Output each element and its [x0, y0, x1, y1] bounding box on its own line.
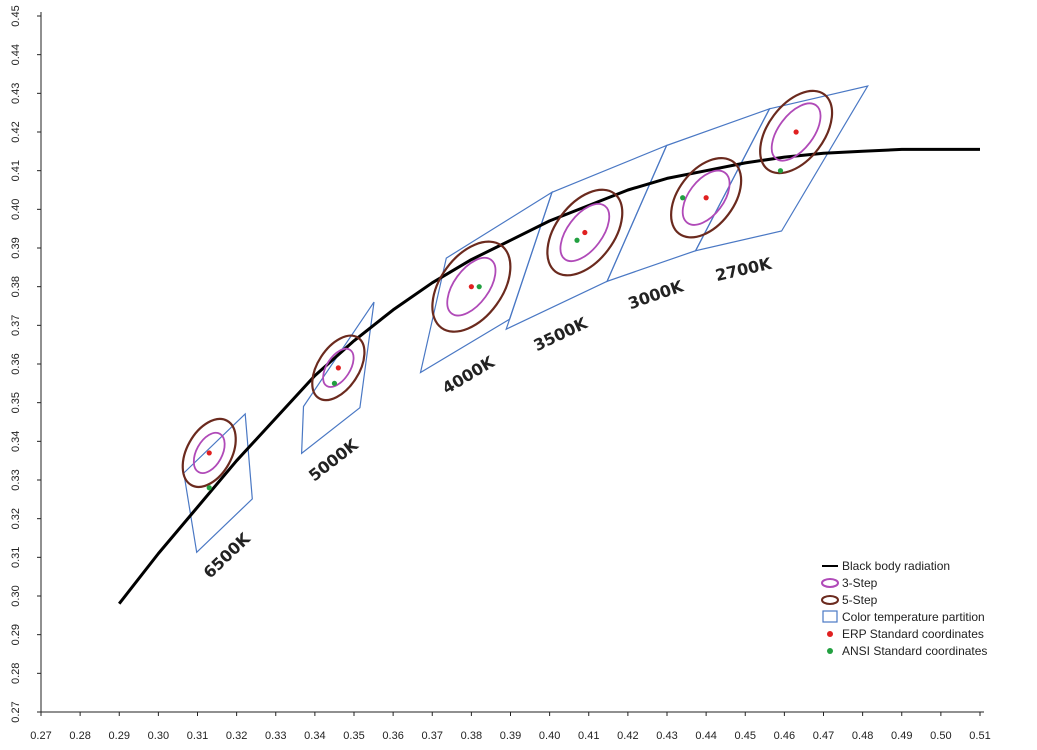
cct-label-6500K: 6500K	[200, 529, 255, 583]
y-tick-label: 0.35	[10, 392, 22, 413]
y-tick-label: 0.27	[10, 701, 22, 722]
x-tick-label: 0.38	[461, 730, 482, 742]
x-tick-label: 0.33	[265, 730, 286, 742]
ansi-point-4000K	[476, 284, 482, 290]
y-tick-label: 0.42	[10, 121, 22, 142]
erp-point-6500K	[206, 450, 212, 456]
step5-ellipse-5000K	[311, 334, 366, 402]
step3-ellipse-4000K	[446, 256, 497, 317]
y-tick-label: 0.37	[10, 315, 22, 336]
ellipse-layer	[181, 89, 834, 489]
step3-ellipse-3500K	[559, 203, 611, 263]
legend: Black body radiation 3-Step 5-Step Color te…	[821, 559, 987, 658]
x-tick-label: 0.49	[891, 730, 912, 742]
x-tick-label: 0.46	[774, 730, 795, 742]
erp-point-2700K	[793, 129, 799, 135]
legend-swatch-step3	[821, 578, 839, 588]
x-tick-label: 0.50	[930, 730, 951, 742]
step3-ellipse-2700K	[770, 102, 822, 162]
legend-label-erp: ERP Standard coordinates	[842, 627, 984, 641]
partition-layer	[183, 85, 869, 554]
blackbody-curve	[118, 147, 980, 605]
x-tick-label: 0.30	[148, 730, 169, 742]
x-tick-label: 0.44	[695, 730, 716, 742]
x-tick-label: 0.37	[422, 730, 443, 742]
y-tick-label: 0.31	[10, 547, 22, 568]
y-tick-label: 0.38	[10, 276, 22, 297]
x-tick-label: 0.51	[969, 730, 990, 742]
partition-quad-5000K	[300, 301, 375, 455]
y-tick-label: 0.34	[10, 431, 22, 452]
legend-label-step5: 5-Step	[842, 593, 878, 607]
step3-ellipse-5000K	[322, 347, 355, 388]
cct-label-3500K: 3500K	[531, 313, 591, 355]
x-tick-label: 0.36	[382, 730, 403, 742]
x-tick-label: 0.40	[539, 730, 560, 742]
erp-point-3500K	[582, 229, 588, 236]
y-tick-label: 0.44	[10, 44, 22, 65]
y-tick-label: 0.28	[10, 663, 22, 684]
erp-point-5000K	[335, 365, 341, 371]
partition-quad-2700K	[694, 85, 869, 252]
y-tick-label: 0.36	[10, 353, 22, 374]
cct-label-3000K: 3000K	[626, 276, 687, 313]
x-tick-label: 0.41	[578, 730, 599, 742]
ansi-point-3500K	[574, 237, 580, 243]
x-tick-label: 0.39	[500, 730, 521, 742]
y-tick-label: 0.33	[10, 469, 22, 490]
y-tick-label: 0.29	[10, 624, 22, 645]
cct-label-2700K: 2700K	[714, 254, 774, 285]
ansi-point-5000K	[331, 380, 338, 386]
ansi-point-3000K	[680, 195, 686, 201]
partition-quad-6500K	[183, 412, 253, 554]
legend-swatch-step5	[821, 595, 839, 605]
x-tick-label: 0.42	[617, 730, 638, 742]
step3-ellipse-3000K	[681, 169, 731, 226]
legend-swatch-partition	[822, 610, 838, 623]
erp-point-4000K	[468, 284, 474, 290]
legend-swatch-erp	[827, 631, 833, 637]
ansi-point-6500K	[206, 485, 212, 491]
x-tick-label: 0.48	[852, 730, 873, 742]
x-tick-label: 0.32	[226, 730, 247, 742]
legend-label-step3: 3-Step	[842, 576, 878, 590]
point-layer	[206, 129, 799, 491]
cct-label-4000K: 4000K	[439, 352, 498, 398]
x-tick-label: 0.27	[30, 730, 51, 742]
step3-ellipse-6500K	[192, 431, 226, 474]
step5-ellipse-3000K	[670, 156, 743, 239]
x-tick-label: 0.47	[813, 730, 834, 742]
y-tick-label: 0.45	[10, 5, 22, 26]
y-tick-label: 0.43	[10, 83, 22, 104]
legend-label-partition: Color temperature partition	[842, 610, 985, 624]
ansi-point-2700K	[777, 168, 784, 174]
x-tick-label: 0.31	[187, 730, 208, 742]
y-tick-label: 0.39	[10, 237, 22, 258]
x-tick-label: 0.29	[109, 730, 130, 742]
legend-swatch-ansi	[827, 648, 833, 654]
legend-label-ansi: ANSI Standard coordinates	[842, 644, 987, 658]
legend-label-blackbody: Black body radiation	[842, 559, 950, 573]
y-tick-label: 0.40	[10, 199, 22, 220]
axes: 0.27 0.28 0.29 0.30 0.31 0.32 0.33 0.34 0.35 0.36…	[10, 5, 991, 742]
erp-point-3000K	[703, 195, 709, 201]
cct-label-5000K: 5000K	[305, 435, 362, 485]
cct-label-layer: 6500K 5000K 4000K 3500K 3000K 2700K	[200, 254, 774, 583]
curve-layer	[118, 147, 980, 605]
y-tick-label: 0.32	[10, 508, 22, 529]
step5-ellipse-4000K	[431, 240, 512, 333]
y-tick-label: 0.30	[10, 585, 22, 606]
x-tick-label: 0.34	[304, 730, 325, 742]
step5-ellipse-6500K	[181, 417, 237, 489]
step5-ellipse-2700K	[759, 89, 834, 175]
x-tick-label: 0.28	[69, 730, 90, 742]
partition-quad-3000K	[606, 107, 771, 283]
y-tick-label: 0.41	[10, 160, 22, 181]
step5-ellipse-3500K	[546, 188, 624, 277]
x-tick-label: 0.45	[735, 730, 756, 742]
x-tick-label: 0.43	[656, 730, 677, 742]
x-tick-label: 0.35	[343, 730, 364, 742]
partition-quad-4000K	[419, 190, 554, 374]
